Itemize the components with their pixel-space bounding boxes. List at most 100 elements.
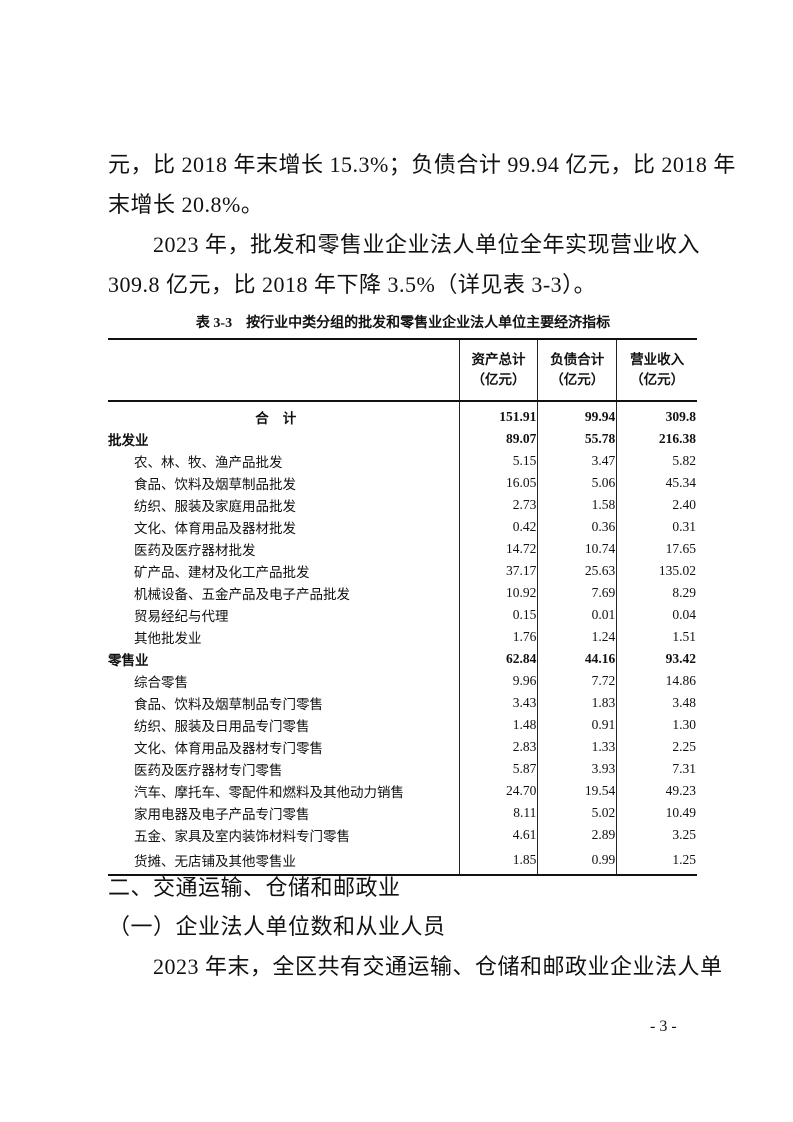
body-paragraph-line: 2023 年末，全区共有交通运输、仓储和邮政业企业法人单 (108, 954, 723, 979)
cell-revenue: 10.49 (616, 802, 697, 824)
cell-liabilities: 5.06 (537, 472, 617, 494)
cell-revenue: 0.31 (616, 516, 697, 538)
cell-assets: 89.07 (458, 428, 538, 450)
table-row: 批发业 89.07 55.78 216.38 (108, 428, 697, 450)
cell-liabilities: 5.02 (537, 802, 617, 824)
table-caption: 表 3-3 按行业中类分组的批发和零售业企业法人单位主要经济指标 (195, 316, 611, 331)
table-row: 汽车、摩托车、零配件和燃料及其他动力销售 24.70 19.54 49.23 (108, 780, 697, 802)
row-label: 汽车、摩托车、零配件和燃料及其他动力销售 (134, 785, 404, 800)
cell-revenue: 1.51 (616, 626, 697, 648)
cell-revenue: 2.25 (616, 736, 697, 758)
row-label: 农、林、牧、渔产品批发 (134, 455, 283, 470)
cell-liabilities: 0.91 (537, 714, 617, 736)
cell-assets: 3.43 (458, 692, 538, 714)
table-row: 其他批发业 1.76 1.24 1.51 (108, 626, 697, 648)
cell-liabilities: 0.36 (537, 516, 617, 538)
cell-liabilities: 7.72 (537, 670, 617, 692)
table-row: 贸易经纪与代理 0.15 0.01 0.04 (108, 604, 697, 626)
cell-revenue: 17.65 (616, 538, 697, 560)
body-paragraph-line: 2023 年，批发和零售业企业法人单位全年实现营业收入 (108, 232, 701, 257)
table-row: 合计 151.91 99.94 309.8 (108, 401, 697, 428)
cell-revenue: 7.31 (616, 758, 697, 780)
table-row: 文化、体育用品及器材批发 0.42 0.36 0.31 (108, 516, 697, 538)
table-row: 五金、家具及室内装饰材料专门零售 4.61 2.89 3.25 (108, 824, 697, 846)
cell-liabilities: 1.24 (537, 626, 617, 648)
cell-assets: 14.72 (458, 538, 538, 560)
cell-assets: 37.17 (458, 560, 538, 582)
cell-revenue: 2.40 (616, 494, 697, 516)
cell-revenue: 3.25 (616, 824, 697, 846)
cell-assets: 16.05 (458, 472, 538, 494)
section-heading: 二、交通运输、仓储和邮政业 (108, 875, 401, 900)
cell-assets: 5.15 (458, 450, 538, 472)
table-row: 医药及医疗器材专门零售 5.87 3.93 7.31 (108, 758, 697, 780)
header-text: 资产总计 (471, 352, 526, 367)
cell-assets: 9.96 (458, 670, 538, 692)
cell-liabilities: 2.89 (537, 824, 617, 846)
cell-liabilities: 1.83 (537, 692, 617, 714)
header-total-assets: 资产总计 （亿元） (458, 339, 538, 401)
table-row: 食品、饮料及烟草制品专门零售 3.43 1.83 3.48 (108, 692, 697, 714)
header-text: 负债合计 (550, 352, 605, 367)
row-label: 家用电器及电子产品专门零售 (134, 807, 310, 822)
row-label: 综合零售 (134, 675, 188, 690)
row-label: 医药及医疗器材专门零售 (134, 763, 283, 778)
cell-assets: 2.83 (458, 736, 538, 758)
cell-assets: 1.85 (458, 846, 538, 875)
row-label: 货摊、无店铺及其他零售业 (134, 854, 296, 869)
cell-revenue: 5.82 (616, 450, 697, 472)
cell-assets: 5.87 (458, 758, 538, 780)
body-paragraph-line: 309.8 亿元，比 2018 年下降 3.5%（详见表 3-3）。 (108, 272, 597, 297)
table-row: 机械设备、五金产品及电子产品批发 10.92 7.69 8.29 (108, 582, 697, 604)
header-industry (108, 339, 459, 401)
cell-liabilities: 55.78 (537, 428, 617, 450)
cell-liabilities: 0.01 (537, 604, 617, 626)
page-number: - 3 - (650, 1018, 677, 1035)
table-row: 矿产品、建材及化工产品批发 37.17 25.63 135.02 (108, 560, 697, 582)
cell-revenue: 93.42 (616, 648, 697, 670)
row-label: 五金、家具及室内装饰材料专门零售 (134, 829, 350, 844)
cell-liabilities: 1.33 (537, 736, 617, 758)
table-row: 文化、体育用品及器材专门零售 2.83 1.33 2.25 (108, 736, 697, 758)
cell-liabilities: 3.93 (537, 758, 617, 780)
row-label: 纺织、服装及家庭用品批发 (134, 499, 296, 514)
cell-revenue: 8.29 (616, 582, 697, 604)
cell-assets: 2.73 (458, 494, 538, 516)
row-label: 文化、体育用品及器材专门零售 (134, 741, 323, 756)
cell-revenue: 135.02 (616, 560, 697, 582)
row-label: 食品、饮料及烟草制品专门零售 (134, 697, 323, 712)
cell-liabilities: 19.54 (537, 780, 617, 802)
economic-indicators-table: 资产总计 （亿元） 负债合计 （亿元） 营业收入 （亿元） 合计 151.91 99.94… (108, 338, 697, 876)
header-operating-revenue: 营业收入 （亿元） (616, 339, 697, 401)
row-label: 文化、体育用品及器材批发 (134, 521, 296, 536)
table-body: 合计 151.91 99.94 309.8 批发业 89.07 55.78 216.38 农、林… (108, 401, 697, 875)
table-row: 纺织、服装及家庭用品批发 2.73 1.58 2.40 (108, 494, 697, 516)
body-paragraph-line: 末增长 20.8%。 (108, 192, 264, 217)
cell-revenue: 3.48 (616, 692, 697, 714)
subsection-heading: （一）企业法人单位数和从业人员 (108, 914, 446, 939)
cell-assets: 151.91 (458, 401, 538, 428)
row-label: 贸易经纪与代理 (134, 609, 229, 624)
cell-revenue: 0.04 (616, 604, 697, 626)
table-row: 家用电器及电子产品专门零售 8.11 5.02 10.49 (108, 802, 697, 824)
cell-assets: 0.15 (458, 604, 538, 626)
header-unit: （亿元） (471, 372, 526, 387)
cell-revenue: 1.25 (616, 846, 697, 875)
cell-assets: 62.84 (458, 648, 538, 670)
row-label: 机械设备、五金产品及电子产品批发 (134, 587, 350, 602)
table-row: 货摊、无店铺及其他零售业 1.85 0.99 1.25 (108, 846, 697, 875)
cell-liabilities: 25.63 (537, 560, 617, 582)
cell-liabilities: 99.94 (537, 401, 617, 428)
table-row: 综合零售 9.96 7.72 14.86 (108, 670, 697, 692)
header-unit: （亿元） (630, 372, 685, 387)
cell-assets: 8.11 (458, 802, 538, 824)
table-row: 医药及医疗器材批发 14.72 10.74 17.65 (108, 538, 697, 560)
cell-revenue: 45.34 (616, 472, 697, 494)
cell-assets: 1.76 (458, 626, 538, 648)
header-total-liabilities: 负债合计 （亿元） (537, 339, 617, 401)
cell-revenue: 1.30 (616, 714, 697, 736)
cell-assets: 10.92 (458, 582, 538, 604)
cell-liabilities: 0.99 (537, 846, 617, 875)
cell-liabilities: 3.47 (537, 450, 617, 472)
cell-assets: 1.48 (458, 714, 538, 736)
